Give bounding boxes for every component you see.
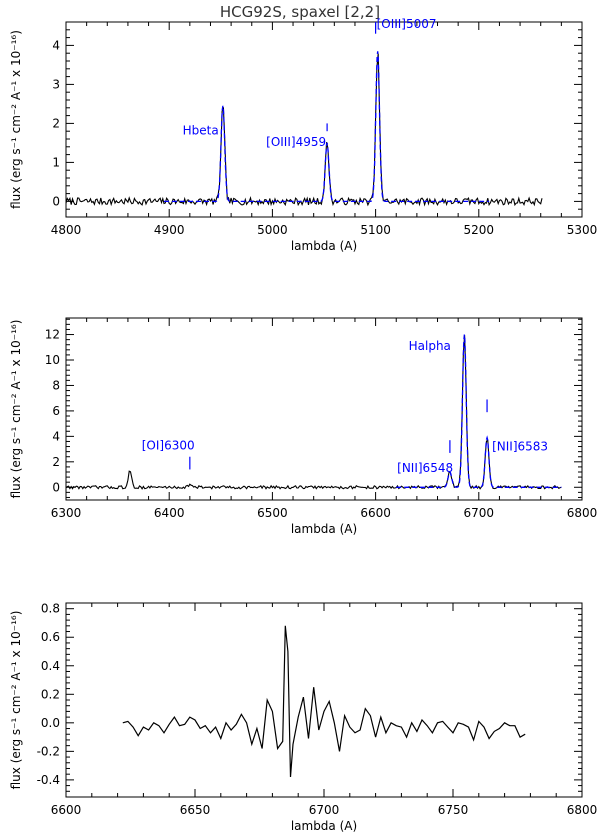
line-label: Halpha — [409, 339, 451, 353]
y-tick-label: 4 — [52, 429, 60, 443]
panel-middle-halpha-nii: 6300 6400 6500 6600 6700 6800 0 2 4 6 8 10 12 lambda … — [9, 317, 598, 536]
x-tick-label: 5300 — [567, 223, 598, 237]
x-tick-label: 5200 — [464, 223, 495, 237]
series-line-fit — [164, 51, 490, 203]
figure-title: HCG92S, spaxel [2,2] — [220, 3, 380, 21]
line-label: [OIII]5007 — [377, 17, 437, 31]
x-tick-label: 6750 — [438, 803, 469, 817]
y-tick-label: 12 — [45, 328, 60, 342]
y-tick-label: 0.0 — [41, 716, 60, 730]
y-tick-label: 2 — [52, 116, 60, 130]
x-tick-label: 6600 — [360, 506, 391, 520]
y-tick-label: 0.6 — [41, 630, 60, 644]
y-tick-label: 10 — [45, 353, 60, 367]
x-tick-label: 6800 — [567, 803, 598, 817]
y-tick-label: 3 — [52, 77, 60, 91]
y-tick-label: 6 — [52, 404, 60, 418]
series-line-observed — [66, 53, 543, 207]
x-axis-label: lambda (A) — [291, 522, 357, 536]
x-tick-label: 6700 — [309, 803, 340, 817]
x-tick-label: 6300 — [51, 506, 82, 520]
series-line-fit — [396, 334, 562, 488]
line-label: [NII]6548 — [397, 461, 453, 475]
x-tick-label: 5000 — [257, 223, 288, 237]
y-tick-label: 2 — [52, 455, 60, 469]
y-tick-label: 4 — [52, 38, 60, 52]
panel-top-hbeta-oiii: 4800 4900 5000 5100 5200 5300 0 1 2 3 4 lambda (A) f… — [9, 17, 597, 253]
y-tick-label: -0.2 — [37, 744, 60, 758]
plot-frame — [65, 317, 583, 501]
plot-frame — [65, 21, 583, 218]
line-label: [NII]6583 — [492, 439, 548, 453]
x-tick-label: 6600 — [51, 803, 82, 817]
x-tick-label: 6500 — [257, 506, 288, 520]
x-tick-label: 5100 — [360, 223, 391, 237]
y-tick-label: 1 — [52, 155, 60, 169]
y-axis-label: flux (erg s⁻¹ cm⁻² A⁻¹ x 10⁻¹⁶) — [9, 320, 23, 499]
line-label: Hbeta — [183, 123, 219, 137]
panel-bottom-residual: 6600 6650 6700 6750 6800 -0.4 -0.2 0.0 0.2 0.4 0.6… — [9, 602, 597, 833]
y-tick-label: -0.4 — [37, 773, 60, 787]
y-tick-label: 8 — [52, 378, 60, 392]
x-tick-label: 4800 — [51, 223, 82, 237]
y-tick-label: 0 — [52, 194, 60, 208]
series-line-observed — [66, 335, 562, 490]
x-tick-label: 6400 — [154, 506, 185, 520]
x-tick-label: 4900 — [154, 223, 185, 237]
y-axis-label: flux (erg s⁻¹ cm⁻² A⁻¹ x 10⁻¹⁶) — [9, 30, 23, 209]
x-tick-label: 6650 — [180, 803, 211, 817]
plot-frame — [65, 602, 583, 798]
x-tick-label: 6700 — [464, 506, 495, 520]
y-tick-label: 0 — [52, 480, 60, 494]
line-label: [OIII]4959 — [266, 135, 326, 149]
x-axis-label: lambda (A) — [291, 239, 357, 253]
y-tick-label: 0.8 — [41, 602, 60, 616]
line-label: [OI]6300 — [142, 439, 195, 453]
series-line-residual — [122, 625, 526, 778]
x-tick-label: 6800 — [567, 506, 598, 520]
x-axis-label: lambda (A) — [291, 819, 357, 833]
y-axis-label: flux (erg s⁻¹ cm⁻² A⁻¹ x 10⁻¹⁶) — [9, 611, 23, 790]
y-tick-label: 0.4 — [41, 659, 60, 673]
y-tick-label: 0.2 — [41, 687, 60, 701]
